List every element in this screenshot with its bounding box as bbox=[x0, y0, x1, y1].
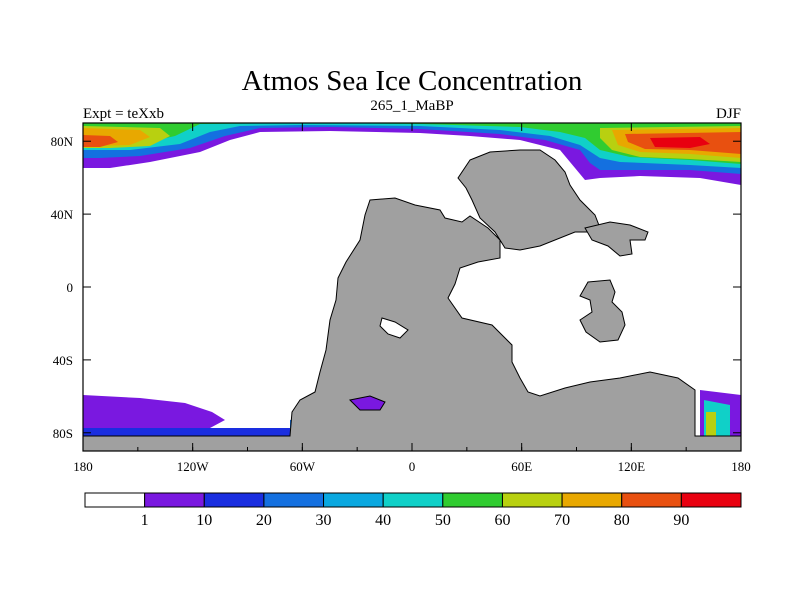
colorbar-swatch bbox=[263, 492, 325, 508]
y-tick-label: 80N bbox=[51, 134, 74, 149]
colorbar-swatch bbox=[203, 492, 265, 508]
chart-subtitle: 265_1_MaBP bbox=[370, 98, 453, 114]
colorbar-label: 60 bbox=[494, 512, 510, 529]
colorbar: 1 10 20 30 40 50 60 70 80 90 bbox=[84, 492, 742, 529]
colorbar-label: 10 bbox=[196, 512, 212, 529]
x-tick-label: 120E bbox=[618, 459, 646, 474]
colorbar-swatch bbox=[501, 492, 563, 508]
colorbar-swatch bbox=[144, 492, 205, 508]
colorbar-swatch bbox=[84, 492, 146, 508]
x-tick-label: 60W bbox=[290, 459, 316, 474]
colorbar-label: 90 bbox=[673, 512, 689, 529]
left-label: Expt = teXxb bbox=[83, 106, 164, 122]
colorbar-label: 70 bbox=[554, 512, 570, 529]
y-tick-label: 0 bbox=[67, 280, 74, 295]
colorbar-label: 20 bbox=[256, 512, 272, 529]
colorbar-swatch bbox=[561, 492, 623, 508]
land-masses bbox=[83, 149, 741, 451]
x-tick-label: 180 bbox=[73, 459, 93, 474]
colorbar-label: 40 bbox=[375, 512, 391, 529]
y-tick-label: 40N bbox=[51, 207, 74, 222]
x-tick-label: 120W bbox=[177, 459, 210, 474]
map-area bbox=[83, 123, 741, 451]
chart-title: Atmos Sea Ice Concentration bbox=[242, 65, 583, 97]
y-tick-label: 40S bbox=[53, 353, 73, 368]
right-label: DJF bbox=[716, 106, 741, 122]
colorbar-swatch bbox=[323, 492, 384, 508]
colorbar-label: 80 bbox=[614, 512, 630, 529]
colorbar-label: 30 bbox=[316, 512, 332, 529]
x-tick-label: 180 bbox=[731, 459, 751, 474]
x-axis: 180 120W 60W 0 60E 120E 180 bbox=[73, 123, 751, 474]
colorbar-swatch bbox=[621, 492, 682, 508]
colorbar-label: 50 bbox=[435, 512, 451, 529]
colorbar-swatch bbox=[680, 492, 742, 508]
y-tick-label: 80S bbox=[53, 426, 73, 441]
x-tick-label: 0 bbox=[409, 459, 416, 474]
colorbar-swatch bbox=[382, 492, 444, 508]
y-axis: 80N 40N 0 40S 80S bbox=[51, 134, 741, 441]
x-tick-label: 60E bbox=[511, 459, 532, 474]
colorbar-swatch bbox=[442, 492, 503, 508]
arctic-sea-ice bbox=[83, 123, 741, 185]
colorbar-label: 1 bbox=[141, 512, 149, 529]
